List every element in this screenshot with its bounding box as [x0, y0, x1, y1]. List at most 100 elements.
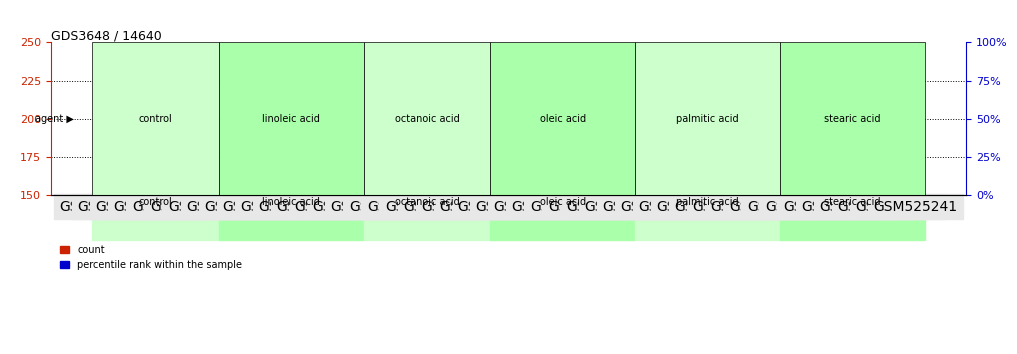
- Bar: [439, 156, 451, 354]
- Point: [347, 138, 363, 144]
- Point: [510, 116, 526, 121]
- Bar: [675, 175, 685, 354]
- Point: [907, 126, 923, 132]
- Point: [473, 93, 489, 98]
- FancyBboxPatch shape: [490, 42, 636, 195]
- Bar: [657, 175, 668, 354]
- Point: [129, 116, 145, 121]
- Bar: [385, 141, 397, 354]
- Bar: [367, 175, 378, 354]
- Point: [382, 101, 399, 106]
- Bar: [874, 172, 885, 354]
- Text: oleic acid: oleic acid: [540, 114, 586, 124]
- Bar: [204, 164, 216, 354]
- Bar: [93, 195, 219, 240]
- Text: stearic acid: stearic acid: [824, 114, 881, 124]
- Bar: [219, 195, 364, 240]
- Point: [94, 134, 110, 140]
- Point: [184, 134, 200, 140]
- Bar: [364, 195, 490, 240]
- Point: [726, 157, 742, 162]
- Bar: [476, 103, 487, 354]
- Bar: [910, 175, 921, 354]
- Point: [528, 149, 544, 155]
- FancyBboxPatch shape: [780, 42, 924, 195]
- Bar: [602, 175, 613, 354]
- Bar: [313, 172, 324, 354]
- Bar: [856, 187, 866, 354]
- Bar: [711, 183, 722, 354]
- Point: [709, 142, 725, 147]
- Text: palmitic acid: palmitic acid: [676, 197, 738, 207]
- Bar: [422, 183, 432, 354]
- Bar: [530, 193, 541, 354]
- Point: [275, 134, 291, 140]
- Bar: [96, 156, 107, 354]
- Point: [437, 131, 454, 137]
- Bar: [729, 192, 740, 354]
- Bar: [783, 175, 794, 354]
- Bar: [259, 164, 270, 354]
- Text: oleic acid: oleic acid: [540, 197, 586, 207]
- Point: [582, 119, 598, 125]
- Point: [147, 134, 164, 140]
- Bar: [151, 161, 161, 354]
- FancyBboxPatch shape: [219, 42, 364, 195]
- Bar: [114, 175, 125, 354]
- FancyBboxPatch shape: [636, 42, 780, 195]
- Point: [238, 134, 254, 140]
- Bar: [820, 141, 831, 354]
- Bar: [548, 164, 559, 354]
- Text: palmitic acid: palmitic acid: [676, 114, 738, 124]
- Bar: [780, 195, 924, 240]
- Text: linoleic acid: linoleic acid: [262, 114, 320, 124]
- Point: [419, 134, 435, 140]
- Text: agent ▶: agent ▶: [36, 114, 74, 124]
- Text: GDS3648 / 14640: GDS3648 / 14640: [51, 29, 162, 42]
- Bar: [494, 156, 504, 354]
- Point: [618, 119, 635, 125]
- Bar: [636, 195, 780, 240]
- Bar: [892, 80, 903, 354]
- Legend: count, percentile rank within the sample: count, percentile rank within the sample: [56, 241, 246, 274]
- Point: [781, 138, 797, 144]
- Bar: [295, 175, 306, 354]
- Point: [744, 124, 761, 129]
- Text: control: control: [139, 197, 173, 207]
- FancyBboxPatch shape: [364, 42, 490, 195]
- Point: [563, 116, 580, 121]
- Text: control: control: [139, 114, 173, 124]
- Point: [872, 131, 888, 137]
- Point: [310, 138, 326, 144]
- Point: [456, 108, 472, 114]
- Point: [798, 124, 815, 129]
- Point: [166, 101, 182, 106]
- Point: [889, 73, 905, 79]
- Point: [112, 134, 128, 140]
- Bar: [566, 164, 578, 354]
- Bar: [639, 119, 650, 354]
- Bar: [349, 179, 360, 354]
- Point: [491, 116, 507, 121]
- Bar: [766, 164, 776, 354]
- Bar: [693, 156, 704, 354]
- Bar: [585, 164, 595, 354]
- Point: [292, 126, 308, 132]
- Bar: [332, 192, 342, 354]
- Point: [256, 134, 273, 140]
- Point: [636, 116, 652, 121]
- Bar: [801, 176, 813, 354]
- Point: [763, 116, 779, 121]
- Bar: [490, 195, 636, 240]
- Bar: [404, 179, 415, 354]
- Point: [365, 138, 381, 144]
- Point: [691, 116, 707, 121]
- Text: octanoic acid: octanoic acid: [395, 197, 460, 207]
- Bar: [458, 152, 469, 354]
- Text: stearic acid: stearic acid: [824, 197, 881, 207]
- Bar: [620, 164, 632, 354]
- Point: [328, 116, 345, 121]
- Point: [545, 116, 561, 121]
- FancyBboxPatch shape: [93, 42, 219, 195]
- Point: [672, 120, 689, 126]
